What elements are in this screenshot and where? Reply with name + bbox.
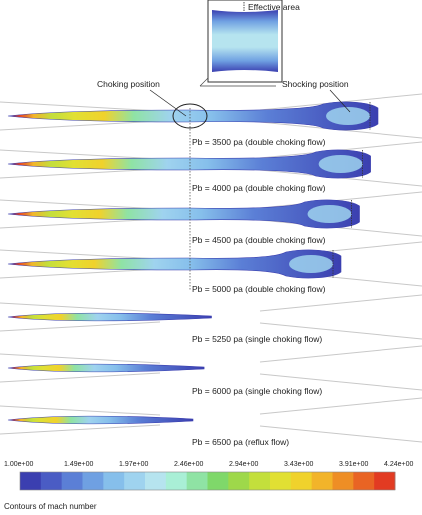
jet-row-2 [0, 191, 422, 237]
colorbar-swatch [61, 472, 83, 490]
colorbar-tick-5: 3.43e+00 [284, 461, 314, 468]
colorbar-swatch [103, 472, 125, 490]
colorbar-swatch [165, 472, 188, 490]
colorbar-swatch [353, 472, 375, 490]
colorbar-swatch [207, 472, 229, 490]
jet-row-3 [0, 241, 422, 287]
case-label-4000: Pb = 4000 pa (double choking flow) [192, 183, 326, 193]
colorbar-swatch [311, 472, 333, 490]
choking-circle [172, 103, 208, 129]
diffuser-wall [259, 345, 422, 391]
jet-plume [7, 199, 360, 229]
colorbar-swatch [20, 472, 42, 490]
nozzle-wall [0, 249, 161, 279]
shock-bulb [289, 255, 333, 273]
colorbar-swatch [124, 472, 146, 490]
colorbar-tick-1: 1.49e+00 [64, 461, 94, 468]
colorbar-swatch [40, 472, 63, 490]
case-label-5250: Pb = 5250 pa (single choking flow) [192, 334, 323, 344]
diffuser-wall [259, 294, 422, 340]
shock-pointer [329, 89, 351, 113]
jet-row-0 [0, 93, 422, 139]
colorbar-tick-3: 2.46e+00 [174, 461, 204, 468]
jet-plume [7, 101, 379, 131]
colorbar-swatch [270, 472, 292, 490]
case-label-6500: Pb = 6500 pa (reflux flow) [192, 437, 290, 447]
colorbar-swatch [145, 472, 167, 490]
jet-plume [7, 249, 342, 279]
colorbar-tick-0: 1.00e+00 [4, 461, 34, 468]
nozzle-wall [0, 199, 161, 229]
nozzle-wall [0, 149, 161, 179]
nozzle-wall [0, 101, 161, 131]
case-label-5000: Pb = 5000 pa (double choking flow) [192, 284, 326, 294]
shock-bulb [326, 107, 370, 125]
jet-plume [7, 363, 205, 373]
case-label-4500: Pb = 4500 pa (double choking flow) [192, 235, 326, 245]
colorbar [19, 471, 396, 491]
colorbar-swatch [332, 472, 354, 490]
diffuser-wall [259, 397, 422, 443]
jet-plume [7, 149, 371, 179]
nozzle-wall [0, 353, 161, 383]
nozzle-wall [0, 302, 161, 332]
choking-pointer [149, 89, 187, 117]
colorbar-swatch [82, 472, 104, 490]
shock-bulb [307, 205, 352, 223]
shock-bulb [318, 155, 363, 173]
colorbar-swatch [186, 472, 208, 490]
colorbar-tick-7: 4.24e+00 [384, 461, 414, 468]
nozzle-wall [0, 405, 161, 435]
effective-area-inset [199, 0, 283, 87]
case-label-6000: Pb = 6000 pa (single choking flow) [192, 386, 323, 396]
jet-plume [7, 312, 212, 322]
jet-row-6 [0, 397, 422, 443]
jet-plume [7, 415, 194, 425]
colorbar-swatch [290, 472, 313, 490]
effective-area-label: Effective area [248, 2, 300, 12]
colorbar-swatch [249, 472, 271, 490]
choking-position-label: Choking position [97, 79, 160, 89]
jet-row-5 [0, 345, 422, 391]
colorbar-tick-6: 3.91e+00 [339, 461, 369, 468]
jet-row-1 [0, 141, 422, 187]
diffuser-wall [259, 191, 422, 237]
caption: Contours of mach number [4, 502, 97, 511]
colorbar-swatch [374, 472, 396, 490]
colorbar-tick-4: 2.94e+00 [229, 461, 259, 468]
colorbar-tick-2: 1.97e+00 [119, 461, 149, 468]
jet-row-4 [0, 294, 422, 340]
colorbar-frame [19, 471, 396, 491]
case-label-3500: Pb = 3500 pa (double choking flow) [192, 137, 326, 147]
shocking-position-label: Shocking position [282, 79, 349, 89]
colorbar-swatch [228, 472, 250, 490]
